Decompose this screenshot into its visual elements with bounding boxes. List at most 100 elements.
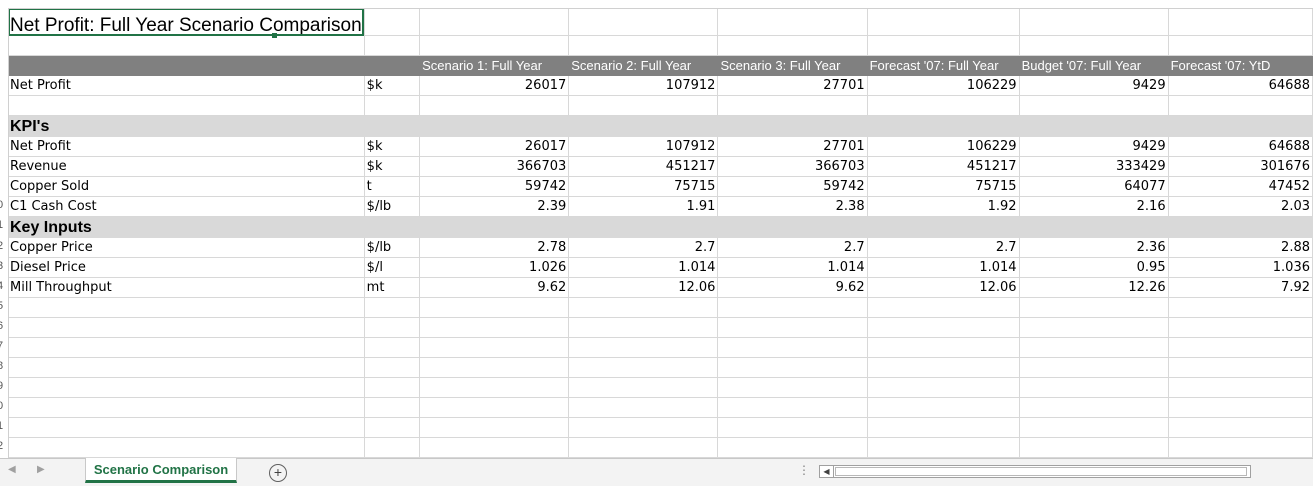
cell[interactable] [364,357,421,378]
cell[interactable] [568,457,719,458]
value-cell[interactable]: 106229 [867,75,1020,96]
cell[interactable] [568,8,719,36]
value-cell[interactable]: 2.88 [1168,237,1313,258]
value-cell[interactable]: 366703 [419,156,570,177]
row-number[interactable]: 7 [0,340,4,352]
cell[interactable] [8,317,365,338]
section-title-kpis[interactable]: KPI's [8,115,365,137]
cell[interactable] [419,357,570,378]
scrollbar-thumb[interactable] [835,467,1247,476]
cell[interactable] [8,357,365,378]
value-cell[interactable]: 27701 [717,136,868,157]
cell[interactable] [1019,95,1169,116]
unit-cell[interactable]: $k [364,156,421,177]
cell[interactable] [717,8,868,36]
cell[interactable] [419,317,570,338]
row-number[interactable]: 4 [0,280,4,292]
cell[interactable] [717,457,868,458]
cell-grid[interactable]: Net Profit: Full Year Scenario Compariso… [8,8,1313,458]
cell[interactable] [1168,115,1313,137]
cell[interactable] [419,397,570,418]
cell[interactable] [1168,437,1313,458]
cell[interactable] [1019,357,1169,378]
cell[interactable] [8,397,365,418]
value-cell[interactable]: 2.7 [867,237,1020,258]
cell[interactable] [568,35,719,56]
cell[interactable] [1019,297,1169,318]
cell[interactable] [1019,457,1169,458]
cell[interactable] [364,297,421,318]
value-cell[interactable]: 451217 [568,156,719,177]
cell[interactable] [8,297,365,318]
cell[interactable] [1168,337,1313,358]
cell[interactable] [717,357,868,378]
cell[interactable] [1168,317,1313,338]
add-sheet-button[interactable]: + [269,464,287,482]
cell[interactable] [867,437,1020,458]
value-cell[interactable]: 333429 [1019,156,1169,177]
cell[interactable] [8,457,365,458]
cell[interactable] [1019,397,1169,418]
value-cell[interactable]: 1.026 [419,257,570,278]
cell[interactable] [717,216,868,238]
unit-cell[interactable]: $/lb [364,196,421,217]
value-cell[interactable]: 106229 [867,136,1020,157]
fill-handle[interactable] [272,33,277,38]
value-cell[interactable]: 451217 [867,156,1020,177]
unit-cell[interactable]: $k [364,75,421,96]
row-number[interactable]: 0 [0,199,4,211]
header-cell[interactable] [364,55,421,76]
value-cell[interactable]: 47452 [1168,176,1313,197]
cell[interactable] [717,297,868,318]
cell[interactable] [717,95,868,116]
cell[interactable] [419,216,570,238]
cell[interactable] [867,397,1020,418]
cell[interactable] [1019,35,1169,56]
cell[interactable] [867,357,1020,378]
cell[interactable] [364,8,421,36]
value-cell[interactable]: 26017 [419,75,570,96]
cell[interactable] [8,437,365,458]
header-scenario-1[interactable]: Scenario 1: Full Year [419,55,570,76]
cell[interactable] [867,457,1020,458]
cell[interactable] [1019,317,1169,338]
row-label[interactable]: Net Profit [8,75,365,96]
row-number[interactable]: 2 [0,240,4,252]
header-budget-full-year[interactable]: Budget '07: Full Year [1019,55,1169,76]
cell[interactable] [419,437,570,458]
value-cell[interactable]: 12.06 [568,277,719,298]
header-scenario-3[interactable]: Scenario 3: Full Year [717,55,868,76]
unit-cell[interactable]: $k [364,136,421,157]
cell[interactable] [568,297,719,318]
cell[interactable] [364,317,421,338]
cell[interactable] [1168,35,1313,56]
value-cell[interactable]: 2.16 [1019,196,1169,217]
cell[interactable] [364,216,421,238]
cell[interactable] [1019,377,1169,398]
cell[interactable] [1019,437,1169,458]
cell[interactable] [1168,357,1313,378]
cell[interactable] [1168,95,1313,116]
value-cell[interactable]: 9429 [1019,136,1169,157]
row-label[interactable]: Net Profit [8,136,365,157]
cell[interactable] [867,297,1020,318]
prev-sheet-icon[interactable]: ◀ [8,464,16,475]
cell[interactable] [568,216,719,238]
value-cell[interactable]: 107912 [568,75,719,96]
next-sheet-icon[interactable]: ▶ [37,464,45,475]
cell[interactable] [1019,8,1169,36]
value-cell[interactable]: 1.014 [717,257,868,278]
cell[interactable] [8,417,365,438]
value-cell[interactable]: 9429 [1019,75,1169,96]
cell[interactable] [867,115,1020,137]
cell[interactable] [1019,115,1169,137]
value-cell[interactable]: 0.95 [1019,257,1169,278]
splitter-dots-icon[interactable]: ⋮ [798,463,810,477]
cell[interactable] [568,317,719,338]
unit-cell[interactable]: $/l [364,257,421,278]
header-cell[interactable] [8,55,365,76]
cell[interactable] [1168,8,1313,36]
cell[interactable] [717,35,868,56]
value-cell[interactable]: 12.06 [867,277,1020,298]
row-number[interactable]: 8 [0,360,4,372]
